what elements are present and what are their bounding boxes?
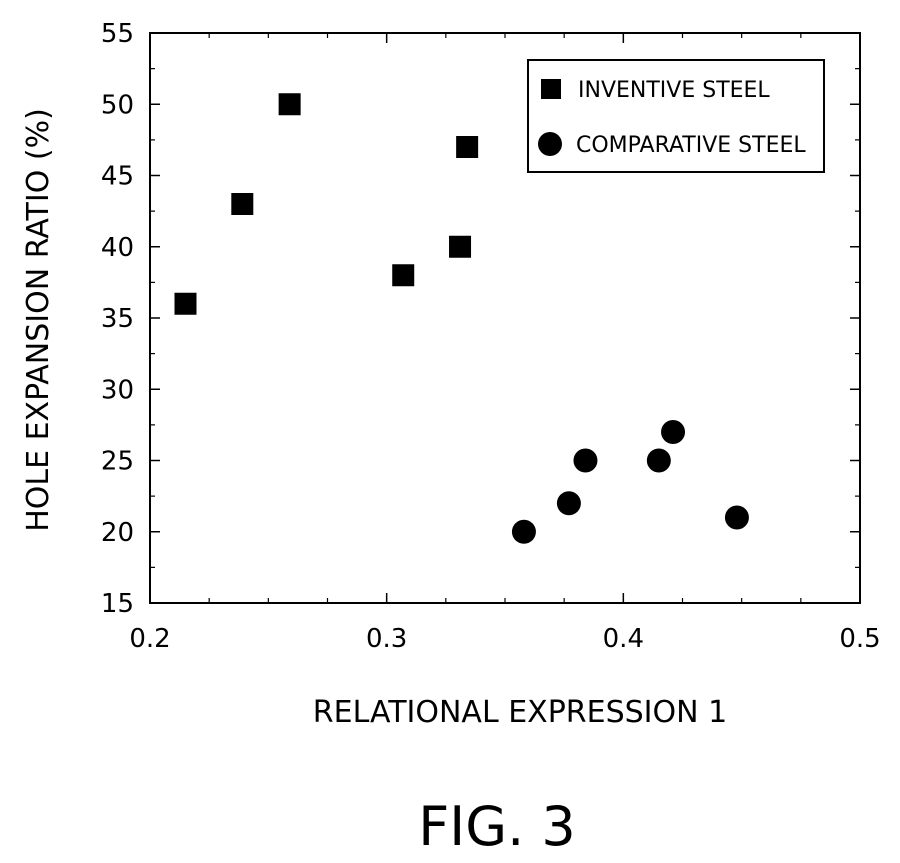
y-axis-title: HOLE EXPANSION RATIO (%) [21, 108, 56, 532]
legend-label-comparative-steel: COMPARATIVE STEEL [576, 133, 806, 158]
comparative-steel-point [511, 519, 536, 544]
comparative-steel-point [646, 448, 671, 473]
legend-box [527, 59, 825, 173]
inventive-steel-point [392, 264, 415, 287]
inventive-steel-point [174, 292, 197, 315]
figure-caption: FIG. 3 [418, 795, 576, 858]
x-tick-label: 0.4 [603, 624, 644, 654]
x-axis-title: RELATIONAL EXPRESSION 1 [313, 695, 727, 730]
comparative-steel-point [573, 448, 598, 473]
inventive-steel-point [231, 193, 254, 215]
data-points [174, 93, 749, 544]
legend-label-inventive-steel: INVENTIVE STEEL [578, 78, 770, 103]
y-tick-label: 25 [101, 447, 134, 477]
x-tick-labels: 0.2 0.3 0.4 0.5 [129, 624, 880, 654]
legend-square-marker [541, 79, 561, 99]
inventive-steel-point [278, 93, 301, 116]
legend-circle-marker [538, 132, 562, 156]
x-tick-label: 0.3 [366, 624, 407, 654]
inventive-steel-point [456, 136, 479, 158]
comparative-steel-point [724, 505, 749, 530]
x-tick-label: 0.5 [839, 624, 880, 654]
y-tick-label: 55 [101, 19, 134, 49]
inventive-steel-point [449, 235, 472, 258]
y-tick-label: 40 [101, 233, 134, 263]
legend: INVENTIVE STEEL COMPARATIVE STEEL [527, 59, 825, 173]
y-tick-labels: 15 20 25 30 35 40 45 50 55 [101, 19, 134, 619]
comparative-steel-point [661, 420, 686, 444]
y-tick-label: 30 [101, 375, 134, 405]
axis-ticks [149, 32, 861, 604]
y-tick-label: 45 [101, 162, 134, 192]
y-tick-label: 15 [101, 589, 134, 619]
x-tick-label: 0.2 [129, 624, 170, 654]
y-tick-label: 20 [101, 518, 134, 548]
y-tick-label: 35 [101, 304, 134, 334]
comparative-steel-point [556, 491, 581, 516]
y-tick-label: 50 [101, 90, 134, 120]
